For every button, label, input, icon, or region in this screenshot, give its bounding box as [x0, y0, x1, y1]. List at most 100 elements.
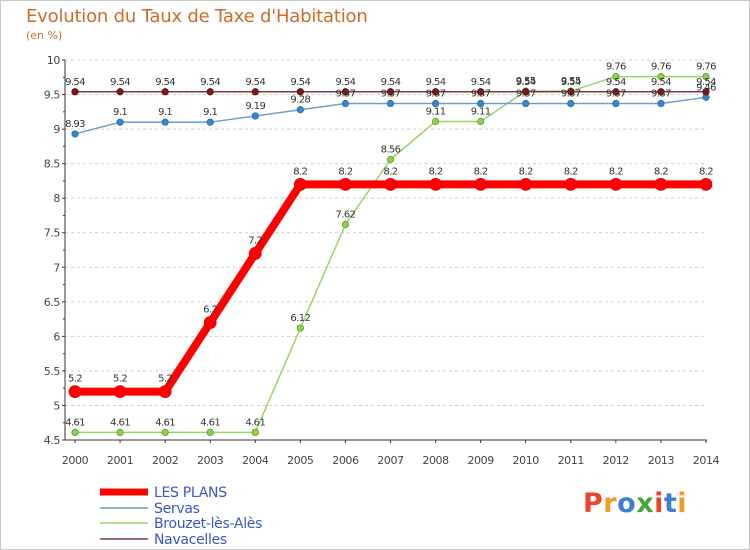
- data-point-les-plans: [519, 177, 533, 191]
- data-point-brouzet-les-ales: [477, 117, 485, 126]
- y-tick-label: 10: [47, 54, 61, 67]
- data-point-les-plans: [248, 247, 262, 260]
- y-tick-label: 5.5: [44, 365, 61, 378]
- data-label-brouzet-les-ales: 4.61: [155, 417, 175, 428]
- data-point-navacelles: [386, 88, 395, 96]
- data-point-brouzet-les-ales: [657, 72, 665, 81]
- data-label-navacelles: 9.54: [606, 77, 626, 88]
- data-label-servas: 9.28: [290, 95, 310, 106]
- data-label-les-plans: 8.2: [699, 166, 713, 177]
- data-point-brouzet-les-ales: [386, 155, 395, 164]
- data-label-navacelles: 9.54: [65, 77, 85, 88]
- logo-letter: i: [654, 488, 664, 519]
- data-point-navacelles: [71, 88, 79, 96]
- x-tick-label: 2003: [197, 454, 224, 467]
- data-point-les-plans: [293, 177, 307, 191]
- data-point-brouzet-les-ales: [341, 220, 350, 229]
- data-label-servas: 9.1: [158, 107, 172, 118]
- data-label-servas: 9.37: [606, 89, 626, 100]
- data-label-servas: 9.46: [696, 82, 716, 93]
- legend-label-navacelles: Navacelles: [154, 532, 227, 548]
- data-point-navacelles: [341, 88, 350, 96]
- data-point-servas: [477, 99, 485, 108]
- x-tick-label: 2006: [332, 454, 359, 467]
- data-label-servas: 8.93: [65, 119, 85, 130]
- data-label-brouzet-les-ales: 4.61: [245, 417, 265, 428]
- data-point-navacelles: [296, 88, 304, 96]
- legend-label-servas: Servas: [154, 501, 200, 517]
- data-label-servas: 9.37: [381, 89, 401, 100]
- data-point-navacelles: [206, 88, 214, 96]
- data-label-navacelles: 9.54: [200, 77, 220, 88]
- x-tick-label: 2009: [467, 454, 494, 467]
- data-label-les-plans: 8.2: [654, 166, 668, 177]
- data-label-brouzet-les-ales: 9.76: [651, 62, 671, 73]
- x-tick-label: 2013: [648, 454, 675, 467]
- data-label-navacelles: 9.54: [155, 77, 175, 88]
- x-tick-label: 2004: [242, 454, 269, 467]
- series-group: [68, 72, 713, 436]
- data-point-les-plans: [384, 177, 397, 191]
- legend-label-brouzet-les-ales: Brouzet-lès-Alès: [154, 516, 262, 532]
- data-label-navacelles: 9.54: [516, 77, 536, 88]
- y-tick-label: 7: [53, 261, 60, 274]
- data-point-navacelles: [161, 88, 169, 96]
- data-label-les-plans: 8.2: [519, 166, 533, 177]
- data-label-navacelles: 9.54: [651, 77, 671, 88]
- x-tick-label: 2007: [377, 454, 404, 467]
- logo-letter: t: [663, 488, 678, 519]
- y-tick-label: 6: [53, 330, 60, 343]
- data-label-brouzet-les-ales: 9.55: [516, 76, 536, 87]
- data-point-brouzet-les-ales: [612, 72, 620, 81]
- x-tick-label: 2010: [513, 454, 540, 467]
- data-point-navacelles: [657, 88, 665, 96]
- logo-letter: r: [603, 488, 618, 519]
- x-tick-label: 2002: [152, 454, 178, 467]
- data-label-brouzet-les-ales: 7.62: [335, 209, 355, 220]
- data-point-les-plans: [339, 177, 352, 191]
- data-point-navacelles: [612, 88, 620, 96]
- y-tick-label: 6.5: [44, 296, 61, 309]
- chart-unit: (en %): [26, 29, 63, 42]
- chart-title: Evolution du Taux de Taxe d'Habitation: [26, 6, 368, 27]
- data-label-les-plans: 8.2: [338, 166, 352, 177]
- data-point-servas: [567, 99, 575, 108]
- data-point-navacelles: [702, 88, 710, 96]
- data-point-servas: [206, 118, 214, 126]
- data-label-navacelles: 9.54: [290, 77, 310, 88]
- data-label-servas: 9.37: [471, 89, 491, 100]
- legend: LES PLANSServasBrouzet-lès-AlèsNavacelle…: [100, 485, 262, 548]
- data-label-servas: 9.19: [245, 101, 265, 112]
- data-label-brouzet-les-ales: 9.76: [606, 62, 626, 73]
- data-label-servas: 9.37: [651, 89, 671, 100]
- data-point-navacelles: [431, 88, 440, 96]
- data-label-brouzet-les-ales: 8.56: [381, 144, 401, 155]
- data-label-brouzet-les-ales: 9.76: [696, 62, 716, 73]
- data-point-servas: [71, 130, 79, 138]
- data-label-brouzet-les-ales: 9.11: [426, 106, 446, 117]
- y-axis-ticks: 4.5 5 5.5 6 6.5 7 7.5 8 8.5 9 9.5 10: [44, 54, 65, 447]
- data-label-les-plans: 8.2: [293, 166, 307, 177]
- x-tick-label: 2005: [287, 454, 314, 467]
- data-point-brouzet-les-ales: [161, 428, 169, 436]
- data-point-les-plans: [158, 385, 172, 399]
- logo-letter: x: [636, 488, 655, 519]
- data-point-navacelles: [567, 88, 575, 96]
- x-tick-label: 2001: [107, 454, 133, 467]
- data-point-brouzet-les-ales: [702, 72, 710, 81]
- data-label-servas: 9.1: [113, 107, 127, 118]
- data-label-servas: 9.37: [561, 89, 581, 100]
- data-point-brouzet-les-ales: [116, 428, 124, 436]
- data-point-les-plans: [113, 385, 127, 399]
- data-point-servas: [161, 118, 169, 126]
- data-point-brouzet-les-ales: [206, 428, 214, 436]
- y-tick-label: 4.5: [44, 434, 61, 447]
- data-labels: 4.61 4.61 4.61 4.61 4.61 6.12 7.62 8.56 9.11 9.11…: [65, 62, 717, 429]
- data-label-navacelles: 9.54: [561, 77, 581, 88]
- data-point-servas: [341, 99, 350, 108]
- legend-label-les-plans: LES PLANS: [154, 485, 227, 501]
- data-point-servas: [431, 99, 440, 108]
- x-tick-label: 2008: [422, 454, 449, 467]
- data-point-les-plans: [68, 385, 82, 399]
